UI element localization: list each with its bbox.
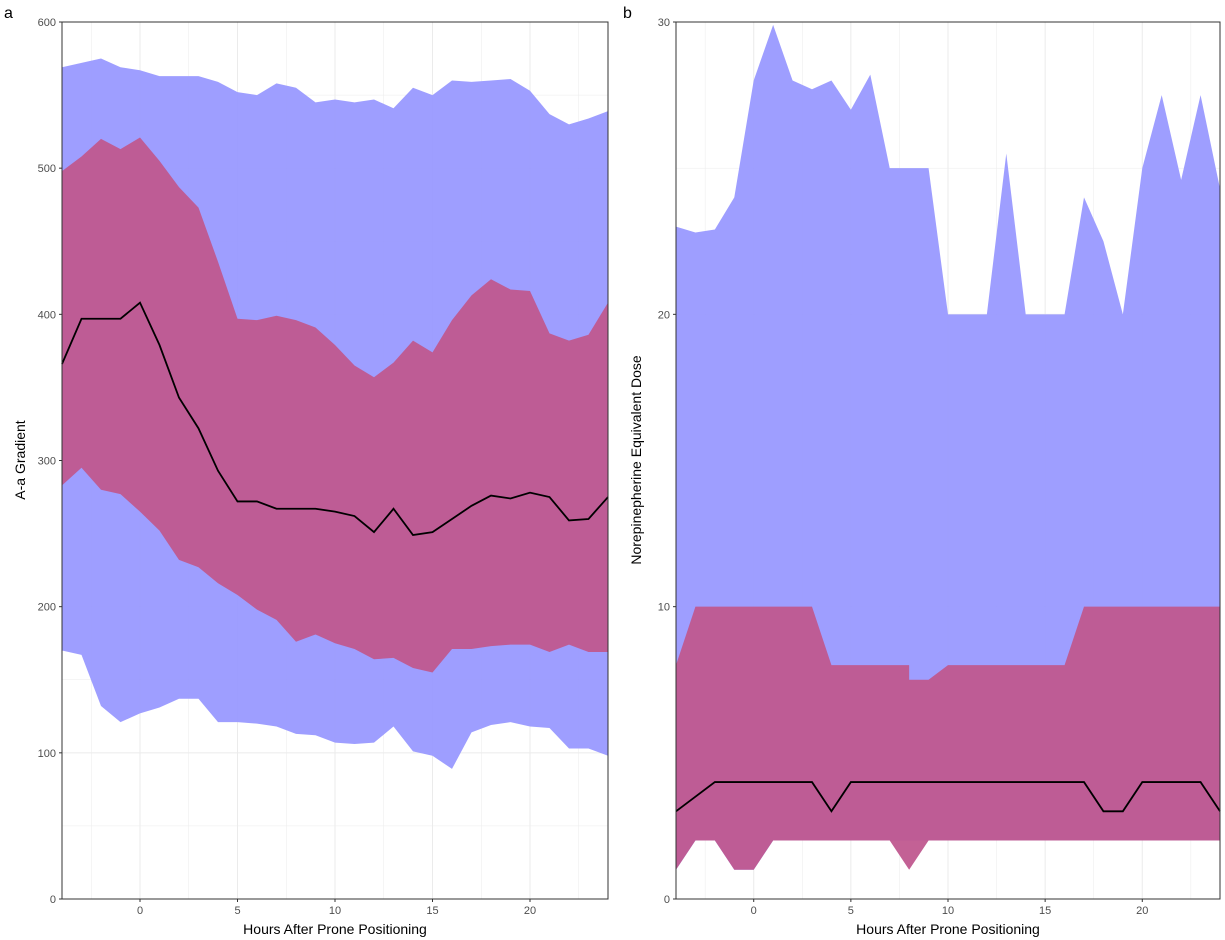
x-tick-label: 5: [234, 905, 240, 917]
panel-b-y-axis-title: Norepinepherine Equivalent Dose: [628, 355, 644, 565]
x-tick-label: 20: [524, 905, 536, 917]
y-tick-label: 10: [658, 602, 670, 614]
y-tick-label: 500: [38, 163, 56, 175]
x-tick-label: 10: [329, 905, 341, 917]
inner-band-area: [676, 606, 1220, 870]
y-tick-label: 200: [38, 602, 56, 614]
x-tick-label: 10: [942, 905, 954, 917]
y-tick-label: 300: [38, 456, 56, 468]
median-line: [61, 301, 609, 537]
panel-a-x-ticks: 0 5 10 15 20: [137, 899, 536, 917]
panel-b-x-ticks: 0 5 10 15 20: [751, 899, 1148, 917]
y-tick-label: 20: [658, 309, 670, 321]
panel-a-bands: [61, 58, 609, 769]
panel-b-y-ticks: 0 10 20 30: [658, 17, 676, 906]
x-tick-label: 15: [426, 905, 438, 917]
inner-band-area: [62, 137, 608, 673]
panel-a-tag: a: [4, 5, 13, 22]
y-tick-label: 30: [658, 17, 670, 29]
x-tick-label: 20: [1136, 905, 1148, 917]
median-line: [675, 781, 1221, 813]
panel-a-y-ticks: 0 100 200 300 400 500 600: [38, 17, 62, 906]
y-tick-label: 100: [38, 748, 56, 760]
y-tick-label: 0: [50, 894, 56, 906]
x-tick-label: 0: [751, 905, 757, 917]
panel-b-tag: b: [623, 5, 632, 22]
panel-b-x-axis-title: Hours After Prone Positioning: [856, 921, 1040, 937]
x-tick-label: 0: [137, 905, 143, 917]
y-tick-label: 0: [664, 894, 670, 906]
panel-a: a 0 100 200 300 400 500 600 0 5 10 15 20 Hours Aft…: [4, 5, 609, 937]
x-tick-label: 5: [848, 905, 854, 917]
panel-b-bands: [675, 24, 1221, 870]
panel-b: b 0 10 20 30 0 5 10 15 20 Hours After Prone Pos…: [623, 5, 1221, 937]
panel-a-y-axis-title: A-a Gradient: [12, 420, 28, 499]
y-tick-label: 600: [38, 17, 56, 29]
y-tick-label: 400: [38, 309, 56, 321]
x-tick-label: 15: [1039, 905, 1051, 917]
panel-a-x-axis-title: Hours After Prone Positioning: [243, 921, 427, 937]
